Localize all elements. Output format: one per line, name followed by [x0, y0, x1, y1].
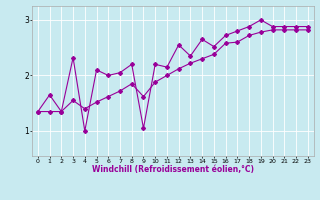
X-axis label: Windchill (Refroidissement éolien,°C): Windchill (Refroidissement éolien,°C): [92, 165, 254, 174]
